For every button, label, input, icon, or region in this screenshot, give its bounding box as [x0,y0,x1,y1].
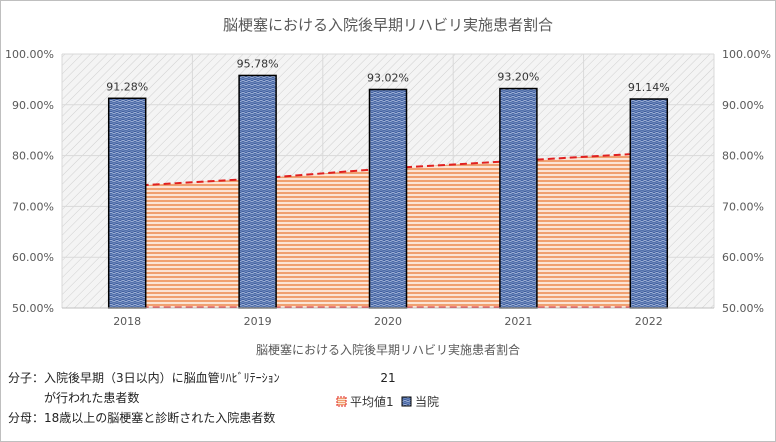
legend-item-average: 平均値1 [336,394,394,409]
y-tick-right-3: 80.00% [722,150,764,163]
x-tick-2018: 2018 [113,315,141,328]
y-axis-right: 50.00% 60.00% 70.00% 80.00% 90.00% 100.00% [722,48,771,315]
y-axis-left: 50.00% 60.00% 70.00% 80.00% 90.00% 100.00% [5,48,54,315]
bar-series [107,74,669,309]
denominator-prefix: 分母： [8,411,45,425]
x-axis: 2018 2019 2020 2021 2022 [62,307,714,328]
legend-swatch-average [336,396,347,407]
y-tick-right-5: 100.00% [722,48,771,61]
bar-2020 [368,88,408,309]
x-tick-2022: 2022 [635,315,663,328]
numerator-line1: 入院後早期（3日以内）に脳血管ﾘﾊﾋﾞﾘﾃｰｼｮﾝ [44,371,280,385]
y-tick-right-4: 90.00% [722,99,764,112]
bar-2018 [107,97,147,309]
bar-2021 [499,87,538,309]
denominator-note: 分母：18歳以上の脳梗塞と診断された入院患者数 [8,409,275,426]
bar-label-2018: 91.28% [106,80,148,93]
denominator-text: 18歳以上の脳梗塞と診断された入院患者数 [44,411,276,425]
legend-item-hospital: 当院 [401,395,439,409]
legend-label-average: 平均値1 [350,394,394,409]
bar-label-2021: 93.20% [497,71,539,84]
x-tick-2019: 2019 [244,315,272,328]
y-tick-right-2: 70.00% [722,200,764,213]
legend-swatch-hospital [401,396,412,407]
numerator-note: 分子：入院後早期（3日以内）に脳血管ﾘﾊﾋﾞﾘﾃｰｼｮﾝ [8,369,280,386]
y-tick-left-5: 100.00% [5,48,54,61]
y-tick-right-0: 50.00% [722,302,764,315]
numerator-prefix: 分子： [8,371,45,385]
x-tick-2021: 2021 [504,315,532,328]
x-axis-title: 脳梗塞における入院後早期リハビリ実施患者割合 [256,342,520,357]
bar-label-2020: 93.02% [367,71,409,84]
y-tick-left-0: 50.00% [12,302,54,315]
legend: 平均値1 当院 [336,394,439,409]
bar-label-2019: 95.78% [237,57,279,70]
y-tick-left-2: 70.00% [12,200,54,213]
x-tick-2020: 2020 [374,315,402,328]
index-number: 21 [380,371,395,385]
numerator-line2: が行われた患者数 [44,391,140,405]
y-tick-left-3: 80.00% [12,150,54,163]
y-tick-left-4: 90.00% [12,99,54,112]
bar-label-2022: 91.14% [628,81,670,94]
y-tick-right-1: 60.00% [722,251,764,264]
legend-label-hospital: 当院 [415,395,439,409]
numerator-note-line2: が行われた患者数 [44,389,139,406]
bar-data-labels: 91.28% 95.78% 93.02% 93.20% 91.14% [106,57,670,94]
bar-2019 [238,74,277,309]
chart-title: 脳梗塞における入院後早期リハビリ実施患者割合 [223,16,553,34]
bar-2022 [629,98,669,309]
y-tick-left-1: 60.00% [12,251,54,264]
